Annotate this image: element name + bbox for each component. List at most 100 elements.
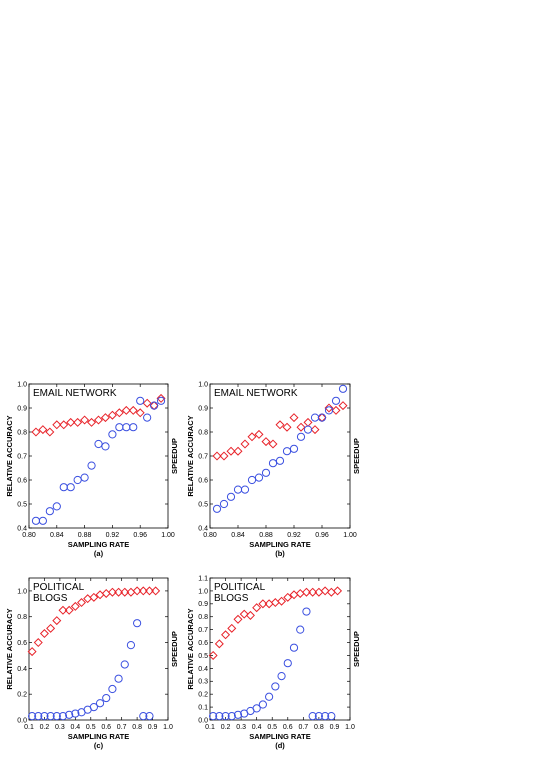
speedup-point bbox=[221, 712, 230, 721]
y-tick-label: 0.1 bbox=[198, 704, 208, 711]
accuracy-point bbox=[296, 422, 306, 432]
speedup-point bbox=[156, 396, 166, 405]
chart-title-line: POLITICAL bbox=[33, 582, 85, 593]
accuracy-point bbox=[151, 586, 161, 596]
x-tick-label: 0.96 bbox=[133, 532, 147, 539]
plot-frame bbox=[28, 577, 169, 721]
accuracy-point bbox=[64, 605, 74, 615]
x-tick-label: 0.5 bbox=[267, 724, 277, 731]
accuracy-point bbox=[52, 420, 62, 430]
y-axis-label: RELATIVE ACCURACY bbox=[186, 608, 195, 689]
accuracy-point bbox=[93, 415, 104, 425]
speedup-point bbox=[52, 712, 61, 721]
accuracy-point bbox=[308, 587, 318, 597]
x-axis-label: SAMPLING RATE bbox=[68, 540, 130, 549]
accuracy-point bbox=[66, 417, 76, 427]
speedup-point bbox=[136, 396, 145, 405]
speedup-point bbox=[233, 485, 243, 494]
accuracy-point bbox=[45, 427, 55, 437]
chart-panel-b: 0.80 0.84 0.88 0.92 0.96 1.00 0.4 0.5 0.6 0.7 0.8 0… bbox=[186, 381, 361, 558]
x-tick-label: 0.96 bbox=[315, 532, 329, 539]
accuracy-point bbox=[331, 405, 341, 415]
y-tick-label: 0.5 bbox=[198, 501, 208, 508]
speedup-point bbox=[327, 712, 336, 721]
y-tick-label: 0.8 bbox=[198, 614, 208, 621]
x-tick-label: 0.4 bbox=[252, 724, 262, 731]
speedup-point bbox=[150, 401, 159, 410]
accuracy-point bbox=[219, 451, 229, 461]
x-axis-label: SAMPLING RATE bbox=[249, 540, 311, 549]
speedup-point bbox=[227, 712, 236, 721]
accuracy-point bbox=[289, 413, 299, 423]
speedup-point bbox=[46, 712, 55, 721]
y-tick-label: 1.0 bbox=[17, 588, 27, 595]
speedup-point bbox=[226, 492, 236, 501]
accuracy-point bbox=[212, 451, 222, 461]
speedup-point bbox=[145, 712, 154, 721]
accuracy-point bbox=[128, 405, 138, 415]
accuracy-point bbox=[270, 598, 280, 608]
accuracy-point bbox=[320, 586, 330, 596]
accuracy-point bbox=[233, 446, 243, 456]
y-tick-label: 0.9 bbox=[198, 601, 208, 608]
plot-frame bbox=[209, 383, 351, 529]
accuracy-point bbox=[114, 587, 124, 597]
y-tick-label: 1.0 bbox=[198, 381, 208, 388]
speedup-point bbox=[215, 712, 224, 721]
speedup-point bbox=[254, 473, 264, 482]
y-axis-label: RELATIVE ACCURACY bbox=[186, 415, 195, 496]
x-tick-label: 0.1 bbox=[24, 724, 34, 731]
speedup-point bbox=[308, 712, 317, 721]
chart-title-line: POLITICAL bbox=[214, 582, 266, 593]
accuracy-point bbox=[295, 588, 305, 598]
accuracy-point bbox=[33, 638, 43, 648]
speedup-point bbox=[133, 619, 142, 628]
x-tick-label: 0.7 bbox=[117, 724, 127, 731]
accuracy-point bbox=[83, 594, 93, 604]
speedup-point bbox=[209, 712, 218, 721]
accuracy-point bbox=[39, 629, 49, 639]
speedup-point bbox=[247, 475, 257, 485]
y-tick-label: 0.7 bbox=[17, 453, 27, 460]
speedup-point bbox=[129, 423, 138, 432]
speedup-point bbox=[271, 682, 280, 691]
x-tick-label: 0.9 bbox=[148, 724, 158, 731]
accuracy-point bbox=[87, 417, 97, 427]
speedup-point bbox=[108, 430, 117, 439]
accuracy-point bbox=[59, 420, 69, 430]
y-tick-label: 0.9 bbox=[198, 405, 208, 412]
speedup-point bbox=[331, 396, 341, 405]
y-tick-label: 0.4 bbox=[198, 666, 208, 673]
x-tick-label: 0.9 bbox=[330, 724, 340, 731]
speedup-point bbox=[303, 425, 313, 434]
panel-label: (d) bbox=[275, 741, 285, 750]
y-tick-label: 0.7 bbox=[198, 627, 208, 634]
accuracy-point bbox=[27, 647, 37, 657]
x-tick-label: 0.4 bbox=[70, 724, 80, 731]
x-tick-label: 0.3 bbox=[236, 724, 246, 731]
x-tick-label: 1.0 bbox=[163, 724, 173, 731]
panel-label: (a) bbox=[94, 549, 104, 558]
x-tick-label: 0.80 bbox=[203, 532, 217, 539]
accuracy-point bbox=[303, 417, 313, 427]
x-tick-label: 0.80 bbox=[22, 532, 36, 539]
y-tick-label: 0.2 bbox=[17, 692, 27, 699]
accuracy-point bbox=[247, 432, 257, 442]
speedup-point bbox=[95, 699, 105, 708]
accuracy-point bbox=[121, 405, 131, 415]
accuracy-point bbox=[240, 439, 250, 449]
accuracy-point bbox=[73, 417, 83, 427]
accuracy-point bbox=[89, 592, 99, 602]
x-tick-label: 0.84 bbox=[231, 532, 245, 539]
speedup-point bbox=[38, 516, 48, 525]
speedup-point bbox=[219, 499, 229, 509]
panel-label: (c) bbox=[94, 741, 104, 750]
x-axis-label: SAMPLING RATE bbox=[249, 732, 311, 741]
speedup-point bbox=[65, 710, 74, 719]
y-tick-label: 0.6 bbox=[198, 477, 208, 484]
speedup-point bbox=[240, 485, 250, 494]
accuracy-point bbox=[326, 587, 336, 597]
chart-title-line: EMAIL NETWORK bbox=[214, 388, 298, 399]
y-tick-label: 0.8 bbox=[17, 429, 27, 436]
